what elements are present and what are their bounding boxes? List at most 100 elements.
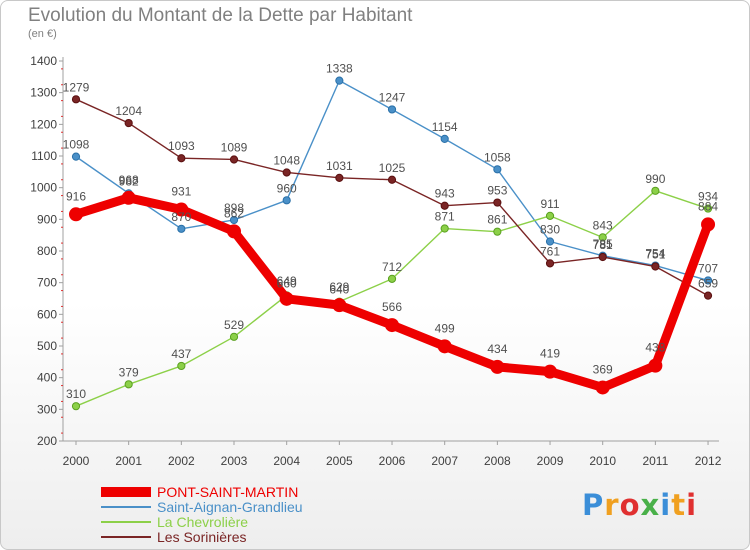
data-point	[703, 204, 713, 213]
data-point	[387, 274, 397, 283]
data-label: 861	[487, 213, 507, 227]
logo-letter: r	[604, 488, 620, 522]
data-point	[229, 155, 239, 164]
data-label: 1089	[221, 140, 248, 154]
y-tick-label: 1400	[30, 54, 57, 68]
data-label: 1093	[168, 139, 195, 153]
x-tick-label: 2009	[537, 454, 564, 468]
data-label: 629	[329, 280, 349, 294]
data-point	[124, 380, 133, 389]
y-tick-label: 600	[37, 307, 57, 321]
data-point	[229, 332, 239, 341]
data-point	[545, 237, 555, 246]
data-point	[651, 186, 660, 195]
data-label: 310	[66, 387, 86, 401]
data-label: 1058	[484, 150, 511, 164]
data-point	[490, 359, 505, 374]
data-label: 1098	[63, 138, 90, 152]
data-label: 785	[593, 237, 613, 251]
data-label: 712	[382, 260, 402, 274]
chart-subtitle: (en €)	[28, 28, 57, 40]
x-tick-label: 2005	[326, 454, 353, 468]
x-tick-label: 2011	[642, 454, 668, 468]
data-label: 659	[698, 277, 718, 291]
y-tick-label: 400	[37, 371, 57, 385]
y-tick-label: 500	[37, 339, 57, 353]
proxiti-logo: Proxiti	[582, 488, 697, 522]
data-point	[71, 152, 81, 161]
data-label: 1338	[326, 62, 353, 76]
data-point	[335, 76, 344, 85]
data-label: 1204	[115, 104, 142, 118]
chart-title: Evolution du Montant de la Dette par Hab…	[28, 5, 413, 26]
logo-letter: x	[640, 488, 661, 522]
data-point	[440, 134, 449, 143]
data-point	[174, 202, 189, 217]
data-label: 419	[540, 347, 560, 361]
data-point	[595, 380, 610, 395]
data-label: 953	[487, 184, 507, 198]
data-label: 707	[698, 261, 718, 275]
y-tick-label: 900	[37, 212, 57, 226]
legend-label: Saint-Aignan-Grandlieu	[157, 499, 303, 515]
y-tick-label: 1100	[31, 149, 57, 163]
logo-letter: t	[671, 488, 687, 522]
data-label: 931	[171, 185, 191, 199]
data-label: 968	[119, 173, 139, 187]
y-tick-label: 1300	[30, 86, 57, 100]
data-label: 871	[435, 210, 455, 224]
data-label: 911	[540, 197, 559, 211]
x-tick-label: 2006	[379, 454, 406, 468]
x-tick-label: 2001	[115, 454, 142, 468]
data-point	[177, 154, 186, 163]
legend-swatch	[101, 521, 151, 523]
data-point	[545, 211, 555, 220]
y-tick-label: 800	[37, 244, 57, 258]
y-tick-label: 700	[37, 276, 57, 290]
data-label: 434	[487, 342, 507, 356]
y-tick-label: 200	[37, 434, 57, 448]
data-point	[493, 165, 502, 174]
data-label: 566	[382, 300, 402, 314]
x-tick-label: 2002	[168, 454, 195, 468]
data-point	[227, 224, 242, 239]
data-label: 870	[171, 210, 191, 224]
data-label: 751	[645, 248, 665, 262]
data-point	[385, 318, 400, 333]
data-label: 438	[645, 341, 665, 355]
data-label: 916	[66, 189, 86, 203]
data-point	[335, 173, 344, 182]
data-point	[71, 95, 81, 104]
data-point	[648, 358, 663, 373]
data-label: 843	[593, 218, 613, 232]
data-label: 1031	[326, 159, 353, 173]
data-label: 660	[277, 276, 297, 290]
data-point	[124, 118, 133, 128]
data-point	[177, 361, 186, 371]
data-point	[598, 252, 607, 262]
x-tick-label: 2008	[484, 454, 511, 468]
data-label: 754	[645, 247, 665, 261]
data-label: 990	[645, 172, 665, 186]
data-point	[543, 364, 558, 379]
data-label: 499	[435, 321, 455, 335]
logo-letter: o	[619, 488, 641, 522]
x-tick-label: 2003	[221, 454, 248, 468]
data-point	[282, 168, 291, 177]
legend-label: PONT-SAINT-MARTIN	[157, 484, 299, 500]
logo-letter: i	[686, 488, 698, 522]
data-point	[651, 262, 660, 271]
data-point	[69, 207, 83, 222]
data-label: 943	[435, 187, 455, 201]
logo-letter: i	[660, 488, 672, 522]
data-label: 1279	[63, 80, 90, 94]
data-point	[387, 175, 397, 184]
legend-swatch	[101, 506, 151, 508]
data-label: 960	[277, 181, 297, 195]
legend-swatch	[101, 487, 151, 497]
data-point	[279, 291, 294, 306]
y-tick-label: 300	[37, 402, 57, 416]
data-label: 1048	[273, 153, 300, 167]
